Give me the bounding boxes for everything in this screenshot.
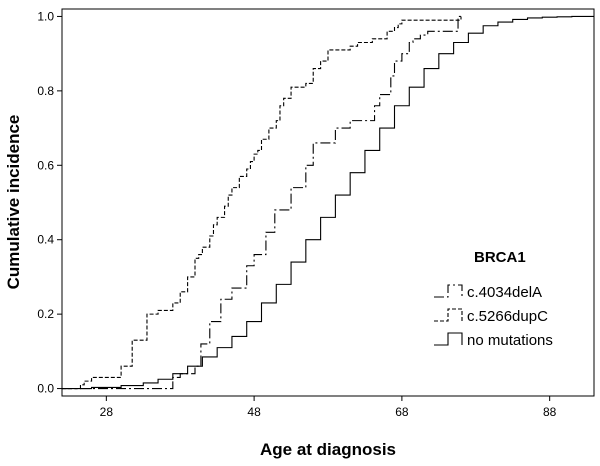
y-axis-title: Cumulative incidence: [4, 115, 23, 290]
y-tick-label: 0.0: [37, 382, 54, 396]
y-tick-label: 0.4: [37, 233, 54, 247]
x-tick-label: 28: [100, 405, 114, 419]
y-tick-label: 0.8: [37, 84, 54, 98]
x-tick-label: 48: [247, 405, 261, 419]
x-axis: 28 48 68 88: [100, 396, 557, 419]
x-tick-label: 68: [395, 405, 409, 419]
y-axis: 0.0 0.2 0.4 0.6 0.8 1.0: [37, 9, 62, 395]
y-tick-label: 0.2: [37, 307, 54, 321]
x-tick-label: 88: [543, 405, 557, 419]
legend-label-2: no mutations: [467, 332, 553, 349]
legend-title: BRCA1: [474, 249, 526, 266]
x-axis-title: Age at diagnosis: [260, 440, 396, 459]
y-tick-label: 1.0: [37, 9, 54, 23]
legend-label-1: c.5266dupC: [467, 308, 548, 325]
y-tick-label: 0.6: [37, 158, 54, 172]
legend-label-0: c.4034delA: [467, 284, 542, 301]
